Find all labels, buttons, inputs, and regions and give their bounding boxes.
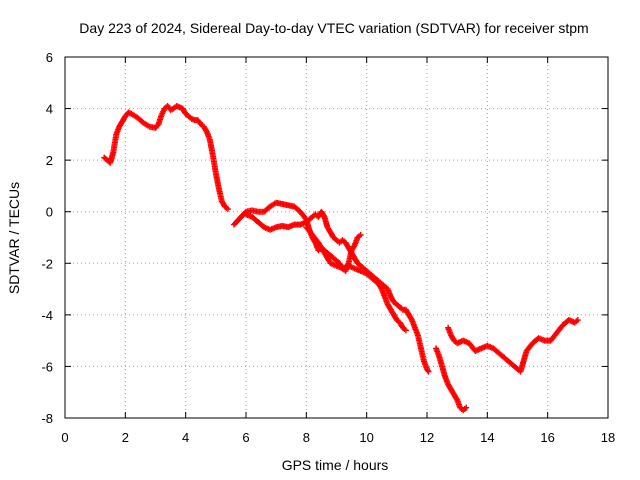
data-point xyxy=(424,367,431,374)
x-tick-label: 16 xyxy=(540,430,554,445)
data-points xyxy=(101,102,581,414)
x-tick-label: 12 xyxy=(420,430,434,445)
y-tick-label: 0 xyxy=(46,205,53,220)
x-tick-label: 4 xyxy=(182,430,189,445)
y-tick-label: -2 xyxy=(41,256,53,271)
grid-layer xyxy=(65,57,608,418)
y-tick-label: -4 xyxy=(41,308,53,323)
x-axis-label: GPS time / hours xyxy=(282,457,389,473)
data-point xyxy=(402,327,409,334)
x-tick-label: 0 xyxy=(61,430,68,445)
x-tick-label: 2 xyxy=(122,430,129,445)
data-point xyxy=(357,231,364,238)
y-tick-label: 2 xyxy=(46,153,53,168)
data-point xyxy=(425,368,432,375)
y-tick-label: -6 xyxy=(41,359,53,374)
y-tick-label: 6 xyxy=(46,50,53,65)
x-tick-label: 6 xyxy=(242,430,249,445)
x-tick-label: 18 xyxy=(601,430,615,445)
x-tick-label: 14 xyxy=(480,430,494,445)
data-point xyxy=(463,404,470,411)
y-axis-label: SDTVAR / TECUs xyxy=(6,182,22,294)
data-point xyxy=(224,206,231,213)
plot-frame xyxy=(64,56,609,419)
y-tick-label: 4 xyxy=(46,102,53,117)
x-tick-label: 10 xyxy=(359,430,373,445)
data-point xyxy=(320,212,327,219)
chart-title: Day 223 of 2024, Sidereal Day-to-day VTE… xyxy=(79,20,588,36)
data-point xyxy=(574,317,581,324)
axis-ticks: 0 2 4 6 8 10 12 14 16 18 -8 -6 -4 -2 0 2 4 6 xyxy=(41,50,615,445)
x-tick-label: 8 xyxy=(303,430,310,445)
y-tick-label: -8 xyxy=(41,411,53,426)
